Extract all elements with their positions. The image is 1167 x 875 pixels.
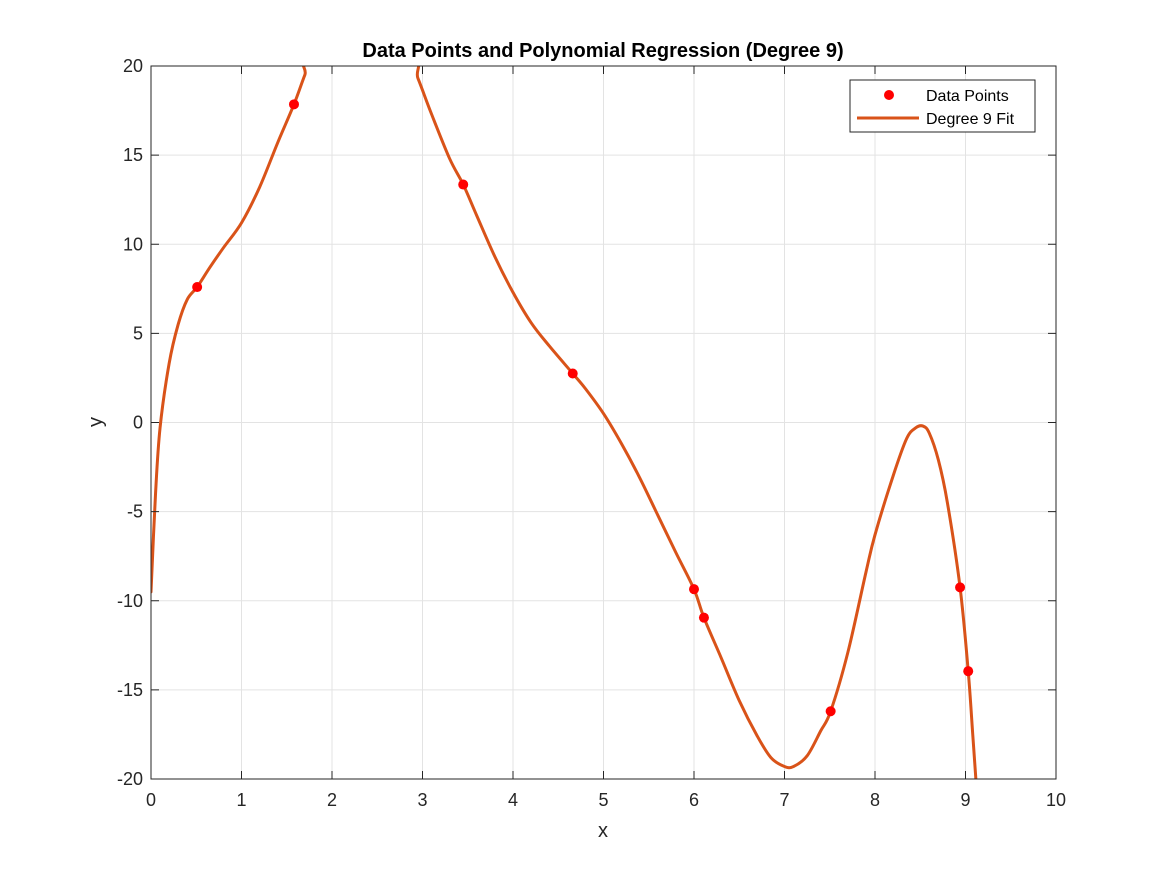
- data-point: [192, 282, 203, 293]
- x-tick-label: 0: [146, 790, 156, 810]
- data-point: [955, 582, 966, 593]
- y-tick-label: 20: [123, 56, 143, 76]
- y-tick-label: 0: [133, 413, 143, 433]
- data-point: [567, 368, 578, 379]
- x-tick-label: 10: [1046, 790, 1066, 810]
- x-tick-label: 2: [327, 790, 337, 810]
- y-tick-label: -15: [117, 680, 143, 700]
- legend: Data Points Degree 9 Fit: [849, 79, 1036, 133]
- y-tick-label: -20: [117, 769, 143, 789]
- x-tick-label: 9: [960, 790, 970, 810]
- legend-label-fit: Degree 9 Fit: [926, 111, 1015, 128]
- series-layer: [151, 66, 978, 779]
- x-tick-label: 3: [417, 790, 427, 810]
- x-tick-label: 1: [236, 790, 246, 810]
- data-point: [825, 706, 836, 717]
- data-point: [963, 666, 974, 677]
- x-tick-label: 4: [508, 790, 518, 810]
- y-tick-label: 10: [123, 234, 143, 254]
- y-tick-label: 5: [133, 323, 143, 343]
- y-axis-label: y: [85, 417, 107, 427]
- y-tick-label: -10: [117, 591, 143, 611]
- chart-title: Data Points and Polynomial Regression (D…: [362, 40, 843, 62]
- y-tick-label: -5: [127, 502, 143, 522]
- legend-marker-data-points: [884, 90, 894, 100]
- data-point: [288, 99, 299, 110]
- legend-box: [849, 79, 1036, 133]
- x-tick-label: 7: [779, 790, 789, 810]
- y-tick-label: 15: [123, 145, 143, 165]
- data-point: [458, 179, 469, 190]
- x-tick-label: 5: [598, 790, 608, 810]
- data-point: [698, 612, 709, 623]
- fit-curve: [151, 66, 978, 779]
- data-point: [689, 584, 699, 595]
- ticks: 0 1 2 3 4 5 6 7 8 9 10 -20 -15 -10 -5 0 5 10 15 20: [117, 56, 1066, 810]
- x-axis-label: x: [598, 820, 608, 842]
- x-tick-label: 6: [689, 790, 699, 810]
- legend-label-data-points: Data Points: [926, 88, 1009, 105]
- x-tick-label: 8: [870, 790, 880, 810]
